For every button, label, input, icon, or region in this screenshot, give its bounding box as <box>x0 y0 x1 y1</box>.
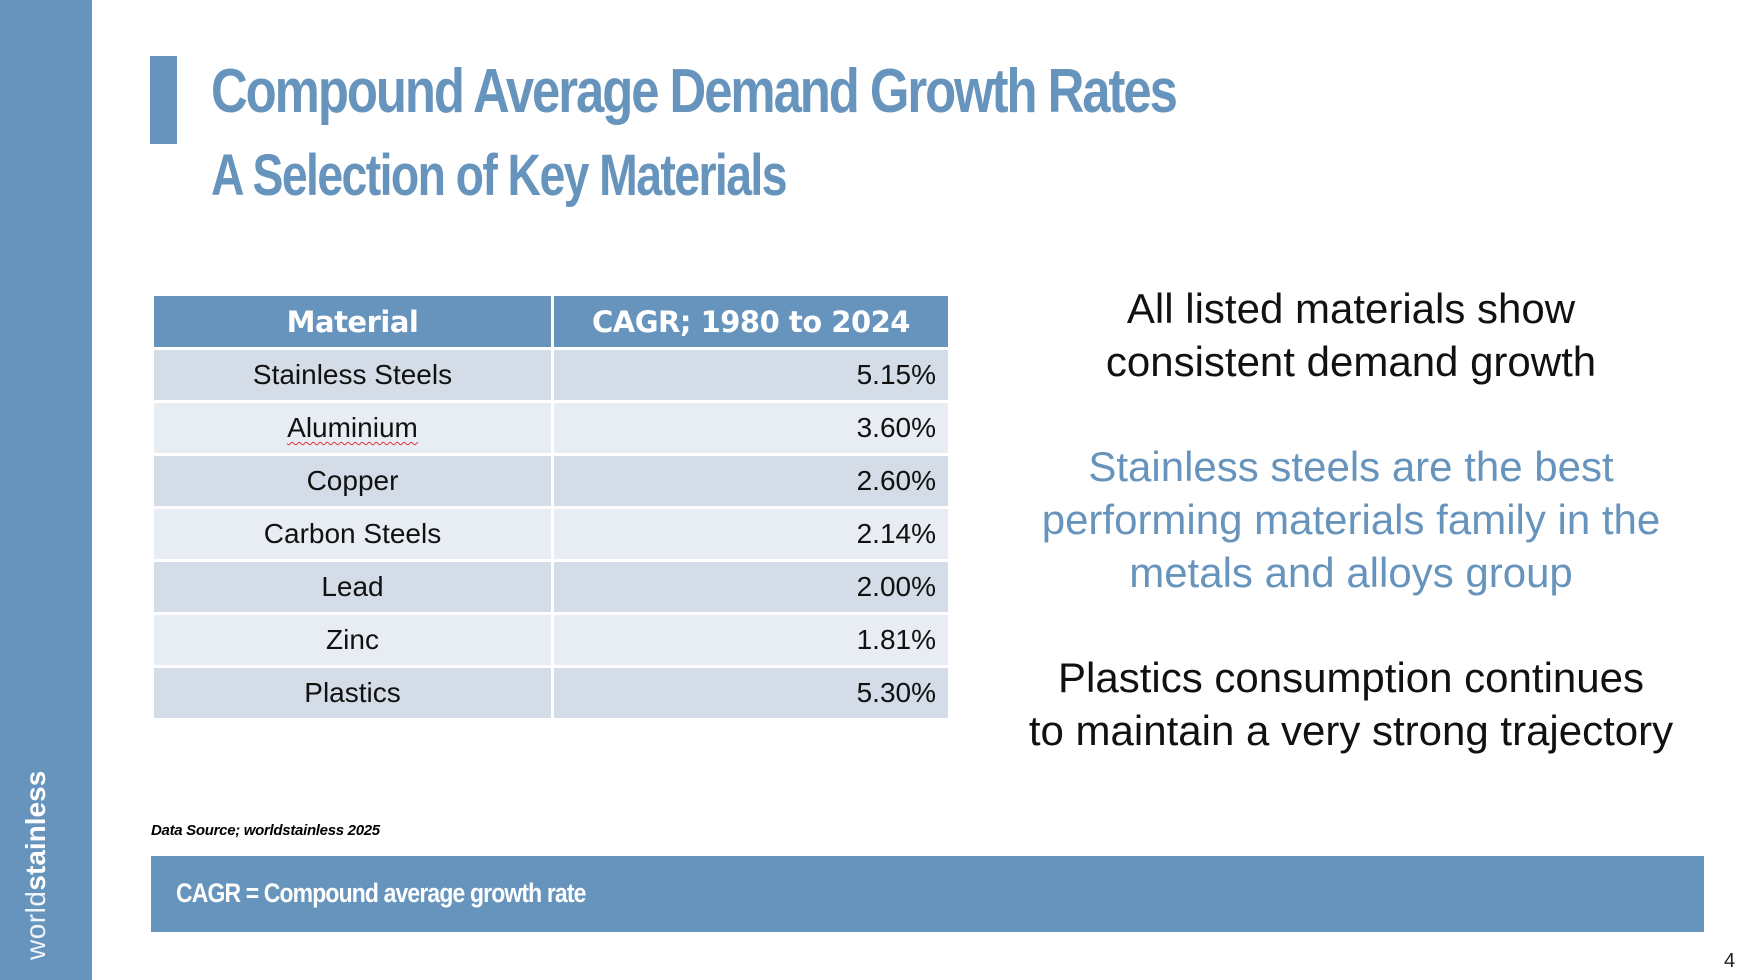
logo-word-stainless: stainless <box>20 770 51 891</box>
header-material: Material <box>151 293 554 350</box>
note-line: Plastics consumption continues <box>1058 654 1644 701</box>
note-line: metals and alloys group <box>1129 549 1573 596</box>
table-row: Carbon Steels 2.14% <box>151 506 951 562</box>
note-line: consistent demand growth <box>1105 338 1597 385</box>
note-stainless-best: Stainless steels are the best performing… <box>1000 440 1702 599</box>
page-title: Compound Average Demand Growth Rates <box>211 57 1178 126</box>
title-accent-bar <box>150 56 177 144</box>
table-row: Plastics 5.30% <box>151 665 951 721</box>
material-text-spellcheck: Aluminium <box>287 412 418 443</box>
material-cell: Carbon Steels <box>151 506 554 562</box>
cagr-cell: 2.60% <box>551 453 951 509</box>
table-row: Lead 2.00% <box>151 559 951 615</box>
note-consistent-growth: All listed materials show consistent dem… <box>1000 282 1702 388</box>
material-cell: Lead <box>151 559 554 615</box>
worldstainless-logo: worldstainless <box>20 770 51 960</box>
material-cell: Zinc <box>151 612 554 668</box>
cagr-table: Material CAGR; 1980 to 2024 Stainless St… <box>151 293 951 721</box>
cagr-cell: 2.14% <box>551 506 951 562</box>
table-row: Aluminium 3.60% <box>151 400 951 456</box>
note-line: to maintain a very strong trajectory <box>1028 707 1674 754</box>
data-source: Data Source; worldstainless 2025 <box>151 822 380 839</box>
cagr-definition: CAGR = Compound average growth rate <box>176 878 586 908</box>
cagr-cell: 5.30% <box>551 665 951 721</box>
table-row: Zinc 1.81% <box>151 612 951 668</box>
material-cell: Stainless Steels <box>151 347 554 403</box>
note-line: All listed materials show <box>1126 285 1576 332</box>
cagr-cell: 2.00% <box>551 559 951 615</box>
header-cagr: CAGR; 1980 to 2024 <box>551 293 951 350</box>
logo-word-world: world <box>20 890 51 960</box>
table-row: Copper 2.60% <box>151 453 951 509</box>
page-subtitle: A Selection of Key Materials <box>211 143 788 208</box>
table-header-row: Material CAGR; 1980 to 2024 <box>151 293 951 350</box>
table-row: Stainless Steels 5.15% <box>151 347 951 403</box>
definition-banner: CAGR = Compound average growth rate <box>151 856 1704 932</box>
cagr-cell: 5.15% <box>551 347 951 403</box>
note-line: performing materials family in the <box>1041 496 1661 543</box>
cagr-cell: 1.81% <box>551 612 951 668</box>
material-cell: Aluminium <box>151 400 554 456</box>
sidebar: worldstainless <box>0 0 92 980</box>
material-cell: Copper <box>151 453 554 509</box>
page-number: 4 <box>1724 950 1736 972</box>
material-cell: Plastics <box>151 665 554 721</box>
note-line: Stainless steels are the best <box>1088 443 1614 490</box>
note-plastics: Plastics consumption continues to mainta… <box>1000 651 1702 757</box>
cagr-cell: 3.60% <box>551 400 951 456</box>
